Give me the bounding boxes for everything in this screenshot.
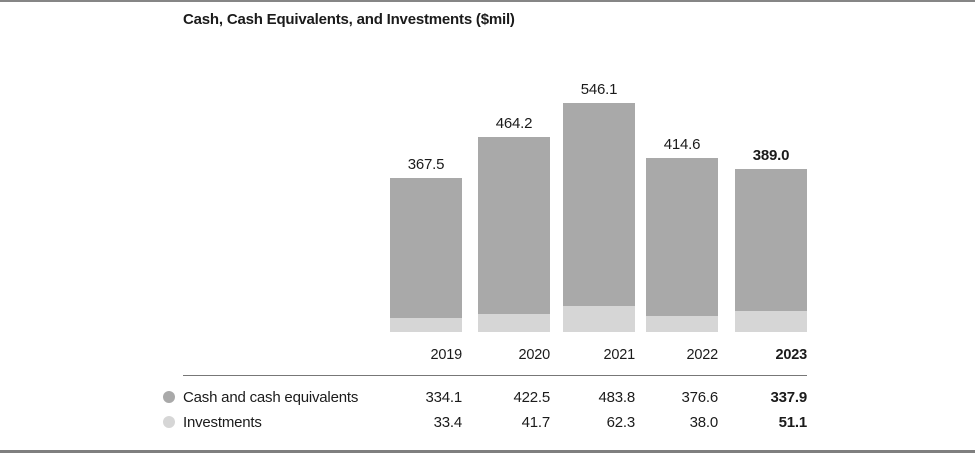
year-label-2021: 2021	[603, 347, 636, 363]
year-label-2023: 2023	[775, 347, 808, 363]
bar-2023-investments-segment	[735, 311, 807, 332]
legend-row-cash: Cash and cash equivalents 334.1 422.5 483.8…	[0, 389, 975, 407]
legend-row-investments: Investments 33.4 41.7 62.3 38.0 51.1	[0, 414, 975, 432]
year-label-2020: 2020	[518, 347, 551, 363]
total-label-2019: 367.5	[407, 156, 445, 173]
year-label-2022: 2022	[686, 347, 719, 363]
value-2019: 33.4	[433, 414, 463, 431]
bar-2019-investments-segment	[390, 318, 462, 332]
value-2023: 337.9	[770, 389, 807, 406]
bar-2021	[563, 103, 635, 332]
cash-legend-dot-icon	[163, 391, 175, 403]
bar-2023-cash-segment	[735, 169, 807, 311]
year-label-2019: 2019	[430, 347, 463, 363]
value-2023: 51.1	[778, 414, 808, 431]
value-2019: 334.1	[425, 389, 462, 406]
bar-2023	[735, 169, 807, 332]
bar-2020-cash-segment	[478, 137, 550, 314]
value-2022: 38.0	[689, 414, 719, 431]
table-top-rule	[183, 375, 807, 376]
bottom-border-rule	[0, 450, 975, 453]
bar-2022-investments-segment	[646, 316, 718, 332]
total-label-2022: 414.6	[663, 136, 701, 153]
series-label: Investments	[183, 414, 262, 431]
bar-2019-cash-segment	[390, 178, 462, 318]
total-label-2021: 546.1	[580, 81, 618, 98]
bar-2021-cash-segment	[563, 103, 635, 306]
value-2022: 376.6	[681, 389, 718, 406]
bar-2020	[478, 137, 550, 332]
value-2020: 422.5	[513, 389, 550, 406]
value-2020: 41.7	[521, 414, 551, 431]
bar-2021-investments-segment	[563, 306, 635, 332]
series-label: Cash and cash equivalents	[183, 389, 359, 406]
top-border-rule	[0, 0, 975, 2]
bar-2019	[390, 178, 462, 332]
value-2021: 483.8	[598, 389, 635, 406]
total-label-2020: 464.2	[495, 115, 533, 132]
value-2021: 62.3	[606, 414, 636, 431]
bar-2020-investments-segment	[478, 314, 550, 332]
total-label-2023: 389.0	[752, 147, 790, 164]
investments-legend-dot-icon	[163, 416, 175, 428]
bar-2022-cash-segment	[646, 158, 718, 316]
chart-title: Cash, Cash Equivalents, and Investments …	[183, 11, 515, 28]
bar-2022	[646, 158, 718, 332]
